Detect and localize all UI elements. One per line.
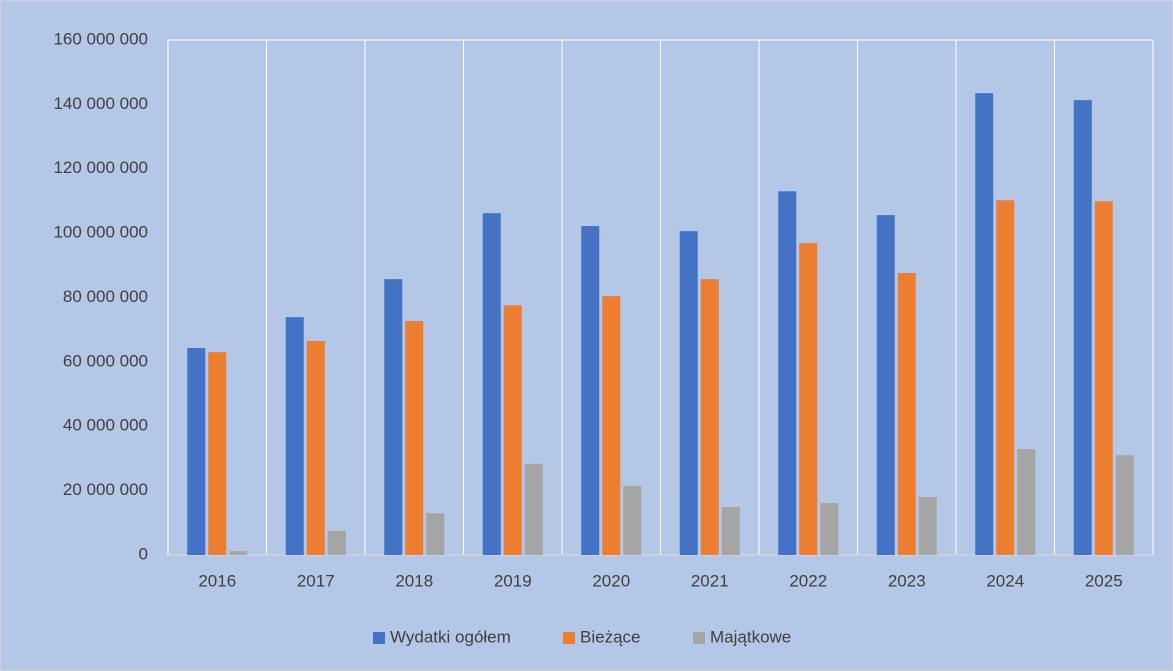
bar <box>602 296 621 555</box>
legend-swatch <box>373 632 385 644</box>
x-tick-label: 2025 <box>1085 571 1123 590</box>
bar <box>306 340 325 555</box>
legend-swatch <box>563 632 575 644</box>
bar <box>975 93 994 555</box>
y-tick-label: 140 000 000 <box>53 94 148 113</box>
y-tick-label: 60 000 000 <box>63 351 148 370</box>
x-tick-label: 2021 <box>691 571 729 590</box>
bar <box>1073 100 1092 556</box>
x-tick-label: 2016 <box>198 571 236 590</box>
bar <box>1094 201 1113 555</box>
legend-label: Bieżące <box>580 627 640 646</box>
bar <box>581 226 600 555</box>
bar <box>285 317 304 555</box>
bar <box>918 497 937 555</box>
bar <box>700 279 719 555</box>
legend-label: Majątkowe <box>710 627 791 646</box>
y-tick-label: 120 000 000 <box>53 158 148 177</box>
bar <box>623 486 642 555</box>
legend-swatch <box>693 632 705 644</box>
bar <box>187 348 206 555</box>
legend-label: Wydatki ogółem <box>390 627 511 646</box>
bar <box>799 243 818 555</box>
y-tick-label: 160 000 000 <box>53 29 148 48</box>
bar <box>384 279 403 555</box>
bar <box>1017 449 1036 555</box>
x-tick-label: 2019 <box>494 571 532 590</box>
x-tick-label: 2017 <box>297 571 335 590</box>
bar <box>996 200 1015 555</box>
bar <box>524 463 543 555</box>
x-tick-label: 2018 <box>395 571 433 590</box>
bar <box>897 273 916 555</box>
y-tick-label: 20 000 000 <box>63 480 148 499</box>
bar <box>1115 455 1134 555</box>
bar <box>482 213 501 555</box>
x-tick-label: 2022 <box>789 571 827 590</box>
bar <box>426 513 445 555</box>
x-tick-label: 2023 <box>888 571 926 590</box>
y-tick-label: 80 000 000 <box>63 287 148 306</box>
y-tick-label: 40 000 000 <box>63 416 148 435</box>
bar <box>721 507 740 555</box>
y-tick-label: 100 000 000 <box>53 223 148 242</box>
bar <box>876 215 895 555</box>
y-tick-label: 0 <box>139 544 148 563</box>
bar <box>679 231 698 555</box>
bar <box>327 530 346 555</box>
bar <box>208 352 227 555</box>
bar <box>229 551 248 555</box>
x-tick-label: 2024 <box>986 571 1024 590</box>
bar <box>820 503 839 555</box>
x-tick-label: 2020 <box>592 571 630 590</box>
bar <box>778 191 797 555</box>
bar <box>503 305 522 555</box>
bar <box>405 320 424 555</box>
